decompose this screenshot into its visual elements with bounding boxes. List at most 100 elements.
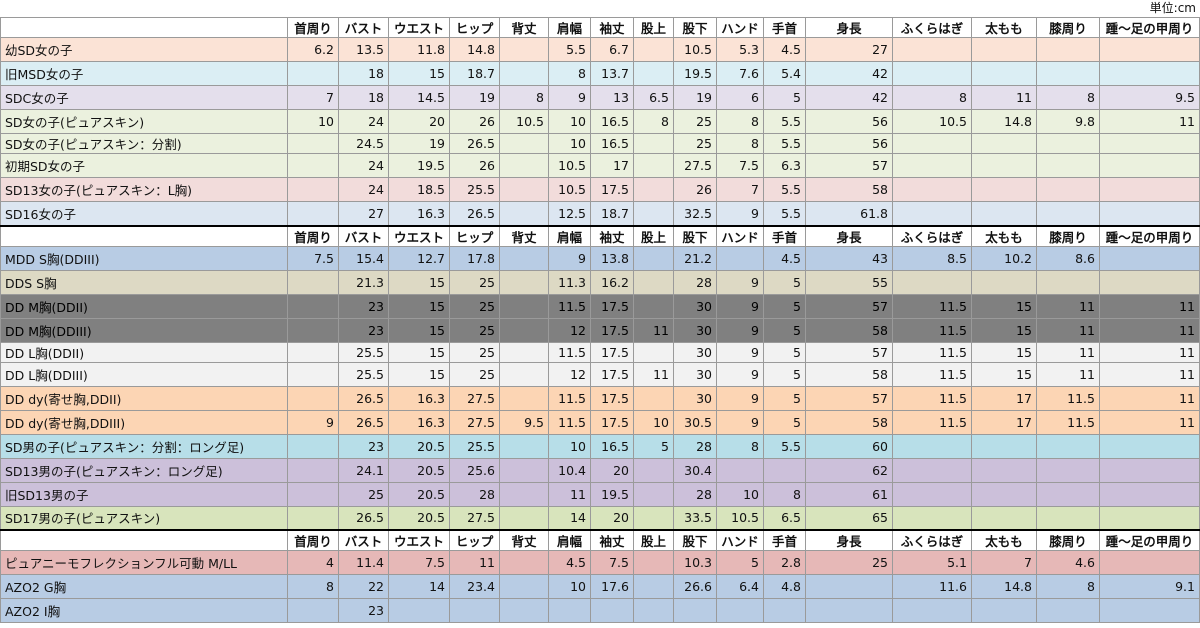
doll-name-cell: AZO2 I胸 [0,598,288,623]
measurement-cell: 27.5 [449,505,500,531]
measurement-cell: 11.3 [548,269,591,295]
measurement-cell: 21.2 [673,245,717,271]
column-header: 膝周り [1036,17,1100,38]
header-blank-cell [0,17,288,38]
measurement-cell: 5.1 [892,550,972,575]
measurement-cell: 61.8 [805,201,893,226]
measurement-cell: 11 [1099,317,1200,343]
measurement-cell: 11 [1036,361,1100,387]
measurement-cell: 7.5 [388,550,450,575]
measurement-cell: 58 [805,177,893,202]
column-header: 手首 [763,529,806,551]
measurement-cell: 20 [590,505,634,531]
column-header: 太もも [971,224,1037,247]
measurement-cell [499,574,549,599]
column-header: 袖丈 [590,17,634,38]
measurement-cell: 26.5 [449,133,500,154]
measurement-cell: 20.5 [388,505,450,531]
column-header: ウエスト [388,17,450,38]
measurement-cell: 6.7 [590,37,634,62]
measurement-cell: 4.6 [1036,550,1100,575]
measurement-cell [287,153,339,178]
table-row: DD dy(寄せ胸,DDII) 26.5 16.3 27.5 11.5 17.5 30 9 5 5… [0,385,1200,411]
column-header: ハンド [716,224,764,247]
measurement-cell: 20.5 [388,457,450,483]
measurement-cell [892,37,972,62]
measurement-cell: 9 [716,317,764,343]
measurement-cell: 5 [763,385,806,411]
measurement-cell: 11 [1099,361,1200,387]
measurement-cell [763,457,806,483]
measurement-cell: 60 [805,433,893,459]
measurement-cell: 26.5 [338,385,389,411]
measurement-cell: 11 [1099,293,1200,319]
measurement-cell: 28 [449,481,500,507]
measurement-cell: 58 [805,409,893,435]
measurement-cell: 26.5 [338,409,389,435]
measurement-cell [633,574,674,599]
measurement-cell: 27 [338,201,389,226]
measurement-cell: 56 [805,109,893,134]
doll-name-cell: 旧SD13男の子 [0,481,288,507]
measurement-cell: 5 [716,550,764,575]
measurement-cell: 10.5 [673,37,717,62]
measurement-cell: 8 [892,85,972,110]
table-row: DD L胸(DDII) 25.5 15 25 11.5 17.5 30 9 5 57 11.5 15 1… [0,341,1200,363]
measurement-cell: 19 [449,85,500,110]
measurement-cell: 27.5 [673,153,717,178]
doll-name-cell: SD女の子(ピュアスキン) [0,109,288,134]
measurement-cell [892,61,972,86]
measurement-cell: 5 [763,409,806,435]
measurement-cell [633,153,674,178]
measurement-cell: 16.3 [388,409,450,435]
measurement-cell: 5.3 [716,37,764,62]
table-row: ピュアニーモフレクションフル可動 M/LL 4 11.4 7.5 11 4.5 7.5 10.… [0,550,1200,575]
measurement-cell: 8 [716,133,764,154]
measurement-cell [892,133,972,154]
measurement-cell: 10.5 [716,505,764,531]
column-header: ヒップ [449,529,500,551]
measurement-cell: 10 [548,574,591,599]
doll-name-cell: SD17男の子(ピュアスキン) [0,505,288,531]
measurement-cell: 30 [673,293,717,319]
measurement-cell [1036,177,1100,202]
measurement-cell: 18 [338,61,389,86]
measurement-cell [633,245,674,271]
measurement-cell: 2.8 [763,550,806,575]
measurement-cell: 9 [716,341,764,363]
measurement-cell: 19.5 [388,153,450,178]
measurement-cell: 5.5 [763,133,806,154]
measurement-cell [805,574,893,599]
measurement-cell [716,457,764,483]
doll-name-cell: SD男の子(ピュアスキン：分割：ロング足) [0,433,288,459]
measurement-cell: 22 [338,574,389,599]
measurement-cell: 23 [338,293,389,319]
measurement-cell: 13 [590,85,634,110]
measurement-cell: 25.5 [338,361,389,387]
measurement-cell [1036,433,1100,459]
doll-name-cell: MDD S胸(DDIII) [0,245,288,271]
column-header: 太もも [971,17,1037,38]
measurement-cell [633,201,674,226]
measurement-cell: 61 [805,481,893,507]
measurement-cell: 15 [388,269,450,295]
measurement-cell [892,457,972,483]
measurement-cell: 11.8 [388,37,450,62]
measurement-cell: 24.5 [338,133,389,154]
measurement-cell: 25 [673,109,717,134]
table-row: SD13男の子(ピュアスキン：ロング足) 24.1 20.5 25.6 10.4 20 30… [0,457,1200,483]
measurement-cell: 7 [287,85,339,110]
measurement-cell: 8 [716,109,764,134]
measurement-cell: 11 [1036,293,1100,319]
measurement-cell [1099,153,1200,178]
measurement-cell: 9 [716,385,764,411]
measurement-cell [499,245,549,271]
table-row: 旧MSD女の子 18 15 18.7 8 13.7 19.5 7.6 5.4 42 [0,61,1200,86]
measurement-cell: 4.8 [763,574,806,599]
measurement-cell: 8 [499,85,549,110]
doll-name-cell: DDS S胸 [0,269,288,295]
measurement-cell [1099,245,1200,271]
measurement-cell: 11 [449,550,500,575]
measurement-cell: 19 [673,85,717,110]
header-blank-cell [0,529,288,551]
